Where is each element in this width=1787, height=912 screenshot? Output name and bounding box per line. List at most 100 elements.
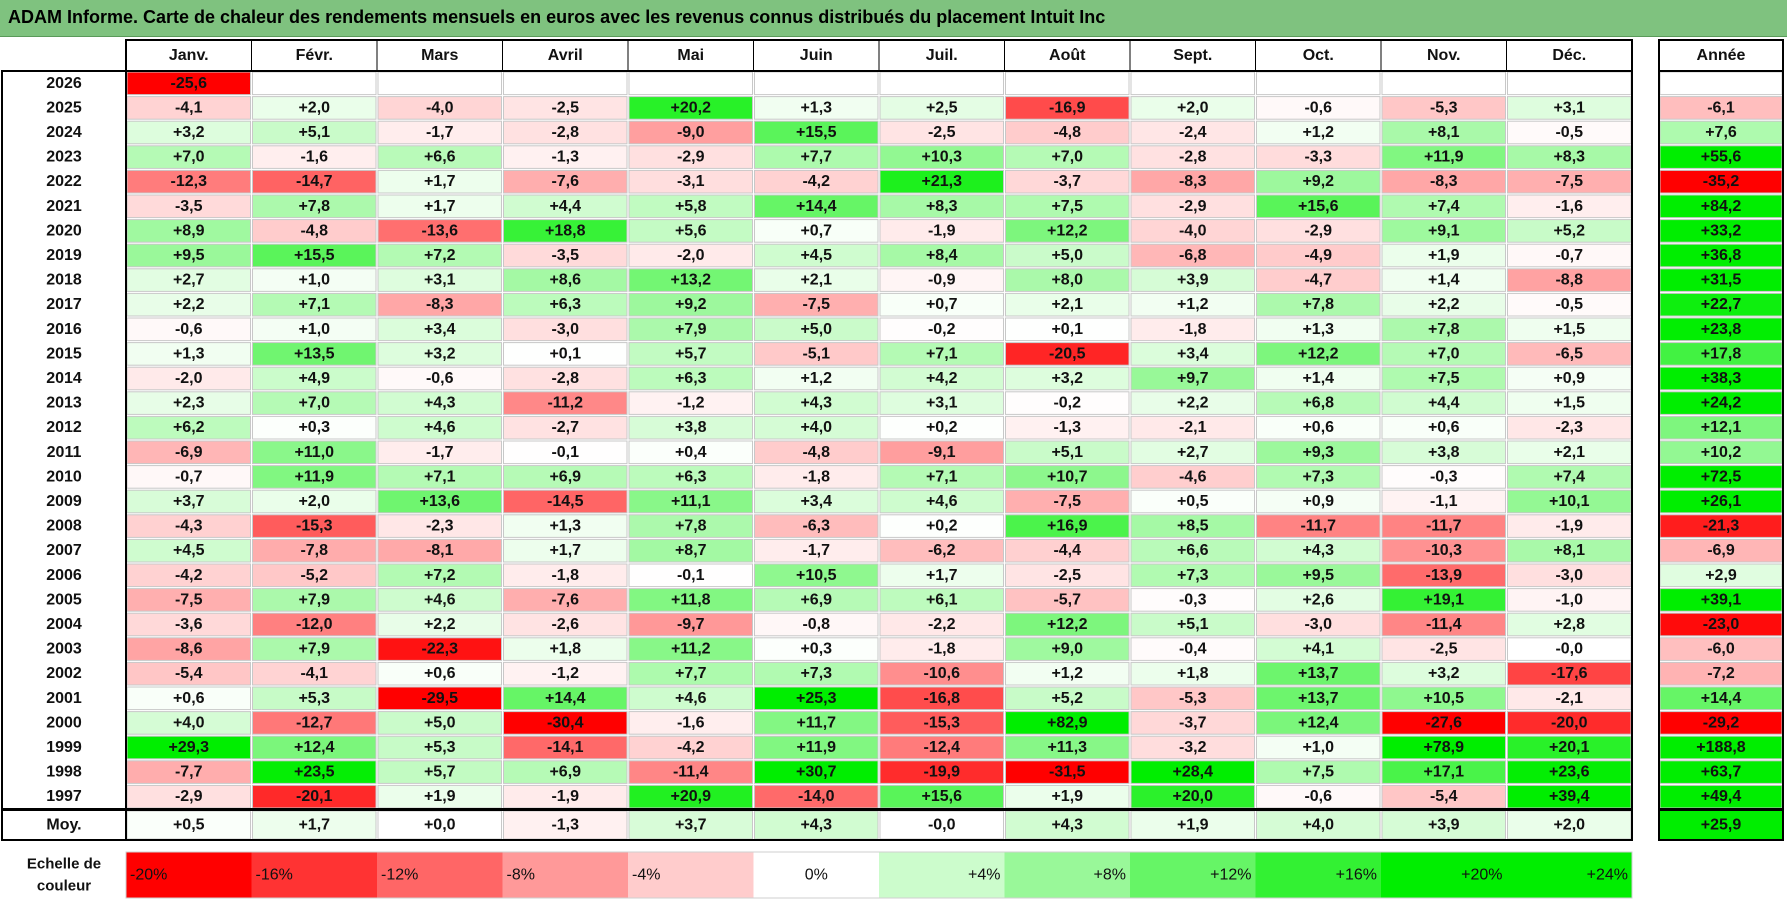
cell-value: -9,7: [677, 616, 705, 633]
heatmap-cell: [879, 391, 1004, 415]
heatmap-cell: [628, 465, 753, 489]
heatmap-cell: [628, 71, 753, 96]
cell-value: +11,9: [1424, 149, 1464, 166]
heatmap-cell: [1256, 612, 1381, 637]
scale-swatch: [879, 852, 1005, 898]
cell-value: +0,6: [1302, 419, 1334, 436]
cell-value: -1,9: [928, 222, 956, 239]
heatmap-cell: [1381, 243, 1506, 268]
heatmap-cell: [879, 514, 1004, 538]
cell-value: -1,2: [677, 395, 705, 412]
cell-value: -6,5: [1555, 345, 1583, 362]
scale-swatch: [1004, 852, 1130, 898]
cell-value: +7,1: [926, 345, 958, 362]
heatmap-cell: [628, 342, 753, 366]
heatmap-cell: [1381, 96, 1506, 120]
cell-value: +1,8: [1177, 665, 1209, 682]
heatmap-cell: [879, 661, 1004, 686]
heatmap-cell: [1005, 489, 1130, 514]
heatmap-cell: [377, 96, 502, 120]
heatmap-cell: [1256, 391, 1381, 415]
year-label-2019: 2019: [46, 247, 82, 264]
cell-value: -1,9: [551, 788, 579, 805]
cell-value: -12,7: [296, 714, 333, 731]
cell-value: -0,7: [175, 468, 203, 485]
month-header-8: Sept.: [1173, 47, 1212, 64]
heatmap-cell: [252, 145, 377, 169]
cell-value: -14,7: [296, 173, 333, 190]
annual-value: +84,2: [1701, 198, 1742, 215]
cell-value: -12,4: [924, 739, 961, 756]
heatmap-cell: [628, 391, 753, 415]
cell-value: -6,3: [802, 518, 830, 535]
heatmap-cell: [628, 440, 753, 465]
cell-value: +6,6: [1177, 542, 1209, 559]
cell-value: +0,6: [1428, 419, 1460, 436]
heatmap-cell: [252, 243, 377, 268]
cell-value: +1,4: [1302, 370, 1334, 387]
cell-value: +0,3: [800, 641, 832, 658]
heatmap-cell: [754, 96, 879, 120]
heatmap-cell: [1005, 342, 1130, 366]
cell-value: +6,9: [549, 468, 581, 485]
heatmap-cell: [1381, 563, 1506, 588]
cell-value: -4,8: [300, 222, 328, 239]
cell-value: -0,3: [1179, 591, 1207, 608]
average-cell: [1005, 810, 1130, 840]
scale-label: +4%: [968, 867, 1000, 884]
cell-value: -2,8: [551, 124, 579, 141]
heatmap-cell: [1381, 489, 1506, 514]
heatmap-cell: [879, 489, 1004, 514]
average-value: +4,3: [800, 817, 832, 834]
heatmap-cell: [754, 219, 879, 243]
cell-value: +29,3: [169, 739, 210, 756]
cell-value: +0,6: [424, 665, 456, 682]
heatmap-cell: [1256, 514, 1381, 538]
cell-value: +30,7: [796, 764, 837, 781]
cell-value: -0,4: [1179, 641, 1207, 658]
cell-value: -30,4: [547, 714, 584, 731]
cell-value: +1,3: [800, 99, 832, 116]
cell-value: +10,5: [796, 567, 837, 584]
annual-value: +33,2: [1701, 222, 1742, 239]
annual-value: +49,4: [1701, 788, 1742, 805]
heatmap-cell: [628, 292, 753, 317]
cell-value: -2,2: [928, 616, 956, 633]
cell-value: -6,2: [928, 542, 956, 559]
heatmap-cell: [1256, 120, 1381, 145]
cell-value: -0,6: [175, 321, 203, 338]
scale-label-line2: couleur: [37, 878, 91, 895]
page-title: ADAM Informe. Carte de chaleur des rende…: [8, 7, 1106, 27]
cell-value: +8,7: [675, 542, 707, 559]
heatmap-cell: [879, 71, 1004, 96]
year-label-2016: 2016: [46, 321, 82, 338]
heatmap-cell: [628, 760, 753, 784]
cell-value: -2,9: [1179, 198, 1207, 215]
cell-value: +5,7: [675, 345, 707, 362]
average-value: -0,0: [928, 817, 956, 834]
heatmap-cell: [628, 219, 753, 243]
cell-value: +5,3: [424, 739, 456, 756]
average-value: +1,7: [298, 817, 330, 834]
heatmap-cell: [1130, 145, 1255, 169]
cell-value: -2,6: [551, 616, 579, 633]
month-header-5: Juin: [800, 47, 833, 64]
heatmap-cell: [503, 391, 628, 415]
heatmap-cell: [252, 219, 377, 243]
cell-value: +3,2: [424, 345, 456, 362]
heatmap-cell: [879, 366, 1004, 391]
annual-value: +12,1: [1701, 419, 1742, 436]
cell-value: +3,1: [926, 395, 958, 412]
cell-value: -1,3: [551, 149, 579, 166]
cell-value: -4,1: [175, 99, 203, 116]
annual-value: +24,2: [1701, 395, 1742, 412]
cell-value: +3,4: [424, 321, 456, 338]
cell-value: -20,5: [1049, 345, 1086, 362]
cell-value: -6,8: [1179, 247, 1207, 264]
heatmap-cell: [1005, 219, 1130, 243]
cell-value: -2,3: [426, 518, 454, 535]
cell-value: +7,5: [1428, 370, 1460, 387]
heatmap-cell: [252, 120, 377, 145]
cell-value: +14,4: [545, 690, 586, 707]
year-label-2004: 2004: [46, 616, 82, 633]
